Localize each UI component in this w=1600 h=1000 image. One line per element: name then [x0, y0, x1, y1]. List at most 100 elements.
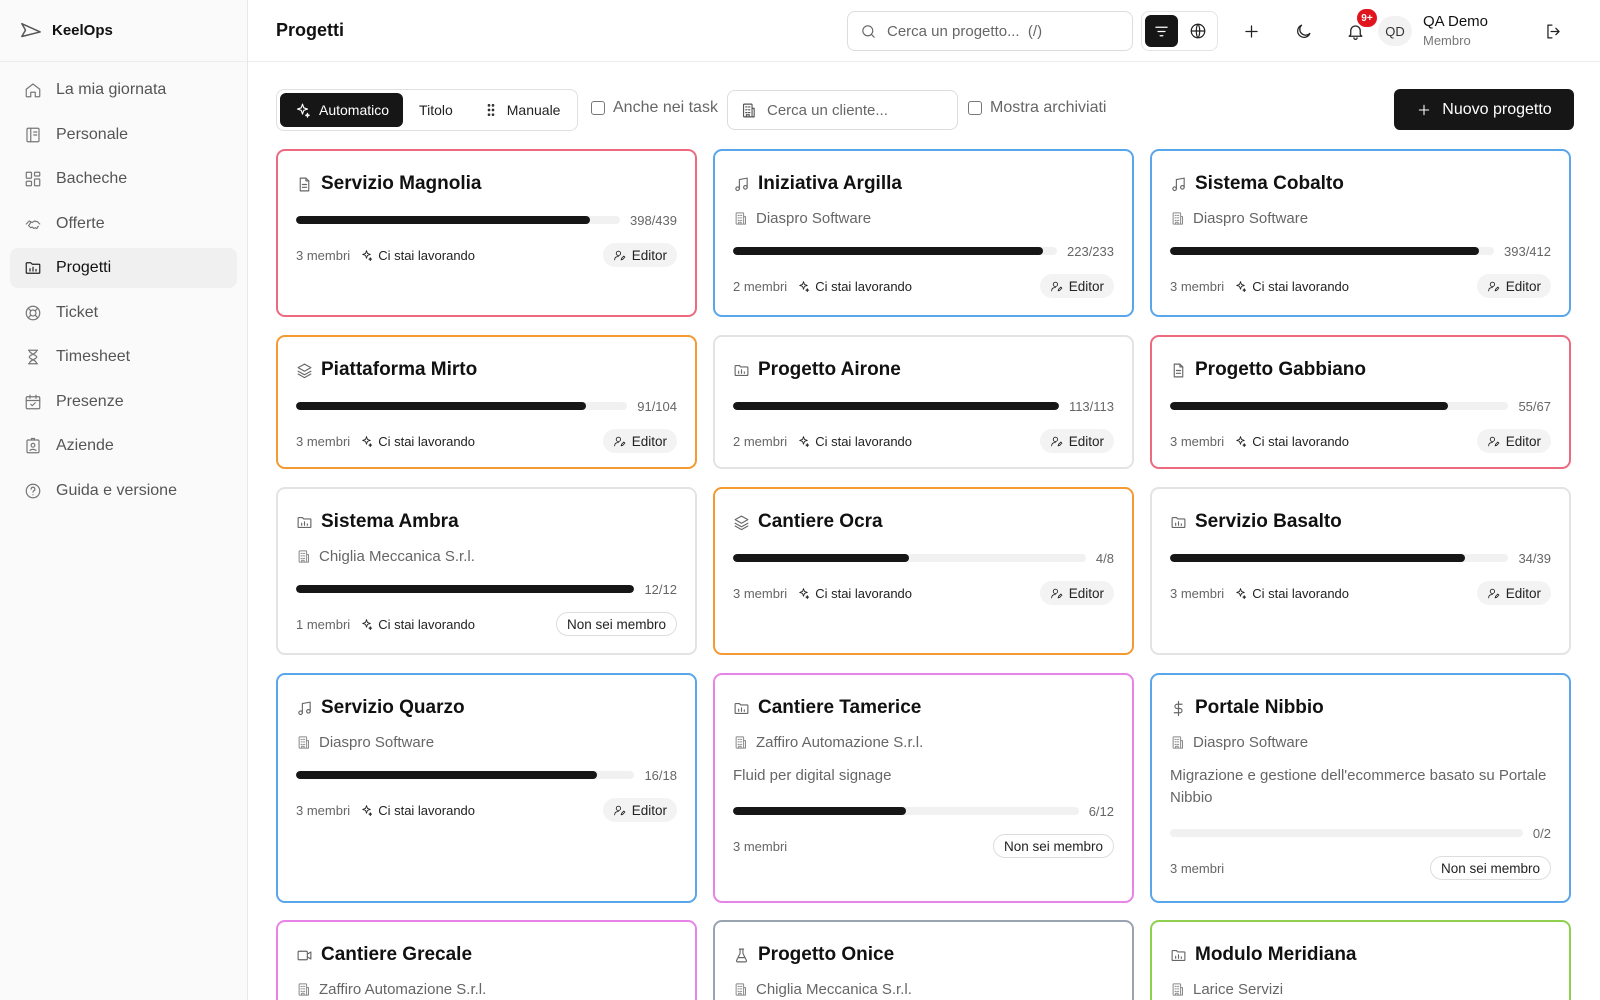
new-project-label: Nuovo progetto [1442, 100, 1552, 118]
brand[interactable]: KeelOps [0, 0, 247, 62]
user-edit-icon [1050, 435, 1063, 448]
sidebar-item-aziende[interactable]: Aziende [10, 426, 237, 466]
client-search[interactable] [727, 90, 958, 130]
project-card[interactable]: Servizio Magnolia 398/439 3 membri Ci stai … [276, 149, 697, 317]
sparkle-icon [797, 280, 810, 293]
project-title: Cantiere Ocra [758, 511, 883, 532]
building-icon [296, 735, 311, 750]
role-label: Editor [1505, 278, 1541, 294]
project-progress: 0/2 [1170, 825, 1551, 841]
show-archived-box[interactable] [968, 101, 982, 115]
building-icon [733, 211, 748, 226]
sidebar-item-timesheet[interactable]: Timesheet [10, 337, 237, 377]
folder-chart-icon [296, 514, 313, 531]
role-badge: Editor [1476, 274, 1551, 298]
progress-fill [296, 585, 635, 593]
user-edit-icon [613, 249, 626, 262]
folder-chart-icon [1170, 947, 1187, 964]
new-project-button[interactable]: Nuovo progetto [1394, 89, 1574, 130]
working-status-label: Ci stai lavorando [815, 278, 913, 294]
project-card[interactable]: Sistema Ambra Chiglia Meccanica S.r.l. 12/… [276, 487, 697, 655]
show-archived-label: Mostra archiviati [990, 99, 1107, 116]
project-card[interactable]: Progetto Airone 113/113 2 membri Ci stai la… [713, 335, 1134, 469]
video-icon [296, 947, 313, 964]
project-card[interactable]: Cantiere Grecale Zaffiro Automazione S.r.… [276, 920, 697, 1000]
include-tasks-box[interactable] [591, 101, 605, 115]
filter-view-button[interactable] [1145, 15, 1178, 47]
project-title-row: Piattaforma Mirto [296, 358, 677, 382]
project-progress: 6/12 [733, 803, 1114, 819]
sort-title-button[interactable]: Titolo [405, 93, 467, 127]
progress-fill [296, 216, 590, 224]
logout-icon [1544, 22, 1563, 41]
member-count: 3 membri [733, 838, 788, 854]
home-icon [24, 81, 42, 99]
project-card[interactable]: Piattaforma Mirto 91/104 3 membri Ci stai l… [276, 335, 697, 469]
app-name: KeelOps [52, 22, 113, 39]
logout-button[interactable] [1542, 20, 1564, 42]
avatar[interactable]: QD [1378, 16, 1412, 46]
project-meta: 3 membri Ci stai lavorando Editor [1170, 580, 1551, 606]
sidebar-item-label: Guida e versione [56, 481, 177, 499]
project-meta: 3 membri Ci stai lavorando Editor [296, 242, 677, 268]
project-card[interactable]: Modulo Meridiana Larice Servizi [1150, 920, 1571, 1000]
book-icon [24, 126, 42, 144]
sidebar-item-guida-e-versione[interactable]: Guida e versione [10, 471, 237, 511]
project-card[interactable]: Servizio Basalto 34/39 3 membri Ci stai lav… [1150, 487, 1571, 655]
project-card[interactable]: Portale Nibbio Diaspro Software Migrazione… [1150, 673, 1571, 903]
project-card[interactable]: Cantiere Ocra 4/8 3 membri Ci stai lavorand… [713, 487, 1134, 655]
project-search[interactable] [847, 11, 1133, 51]
progress-fill [733, 402, 1059, 410]
folder-chart-icon [733, 700, 750, 717]
project-card[interactable]: Cantiere Tamerice Zaffiro Automazione S.r… [713, 673, 1134, 903]
include-tasks-checkbox[interactable]: Anche nei task [591, 99, 718, 117]
join-project-button[interactable]: Non sei membro [1429, 856, 1551, 880]
theme-toggle-button[interactable] [1292, 20, 1314, 42]
working-status-label: Ci stai lavorando [1252, 433, 1350, 449]
project-card[interactable]: Servizio Quarzo Diaspro Software 16/18 3 me… [276, 673, 697, 903]
project-title-row: Portale Nibbio [1170, 696, 1551, 720]
show-archived-checkbox[interactable]: Mostra archiviati [968, 99, 1106, 117]
music-icon [1170, 176, 1187, 193]
sidebar-item-la-mia-giornata[interactable]: La mia giornata [10, 70, 237, 110]
project-card[interactable]: Progetto Gabbiano 55/67 3 membri Ci stai la… [1150, 335, 1571, 469]
member-count: 3 membri [1170, 585, 1225, 601]
sparkle-icon [360, 435, 373, 448]
project-progress: 55/67 [1170, 398, 1551, 414]
user-info[interactable]: QA Demo Membro [1423, 13, 1488, 48]
sidebar-item-personale[interactable]: Personale [10, 115, 237, 155]
join-project-button[interactable]: Non sei membro [992, 834, 1114, 858]
quick-add-button[interactable] [1240, 20, 1262, 42]
sidebar-item-progetti[interactable]: Progetti [10, 248, 237, 288]
join-project-button[interactable]: Non sei membro [555, 612, 677, 636]
sidebar-item-offerte[interactable]: Offerte [10, 204, 237, 244]
project-card[interactable]: Iniziativa Argilla Diaspro Software 223/23… [713, 149, 1134, 317]
sparkle-icon [294, 102, 311, 119]
building-icon [1170, 211, 1185, 226]
role-label: Editor [1505, 433, 1541, 449]
sidebar-item-presenze[interactable]: Presenze [10, 382, 237, 422]
progress-count: 113/113 [1068, 398, 1114, 414]
role-label: Editor [631, 247, 667, 263]
sort-automatic-button[interactable]: Automatico [280, 93, 404, 127]
client-search-input[interactable] [767, 101, 947, 119]
sidebar-item-ticket[interactable]: Ticket [10, 293, 237, 333]
sidebar-item-bacheche[interactable]: Bacheche [10, 159, 237, 199]
help-icon [24, 482, 42, 500]
progress-bar [1170, 402, 1509, 410]
project-card[interactable]: Sistema Cobalto Diaspro Software 393/412 3 … [1150, 149, 1571, 317]
sort-manual-button[interactable]: Manuale [469, 93, 575, 127]
project-meta: 3 membri Ci stai lavorando Editor [1170, 273, 1551, 299]
project-meta: 3 membri Ci stai lavorando Editor [733, 580, 1114, 606]
role-badge: Editor [1476, 581, 1551, 605]
project-client-name: Diaspro Software [756, 209, 872, 227]
project-search-input[interactable] [887, 22, 1127, 40]
dollar-icon [1170, 700, 1187, 717]
globe-view-button[interactable] [1182, 15, 1215, 47]
progress-count: 55/67 [1518, 398, 1551, 414]
sidebar-item-label: La mia giornata [56, 81, 167, 98]
badge-icon [24, 437, 42, 455]
project-card[interactable]: Progetto Onice Chiglia Meccanica S.r.l. [713, 920, 1134, 1000]
sidebar-item-label: Presenze [56, 392, 124, 410]
building-icon [733, 735, 748, 750]
